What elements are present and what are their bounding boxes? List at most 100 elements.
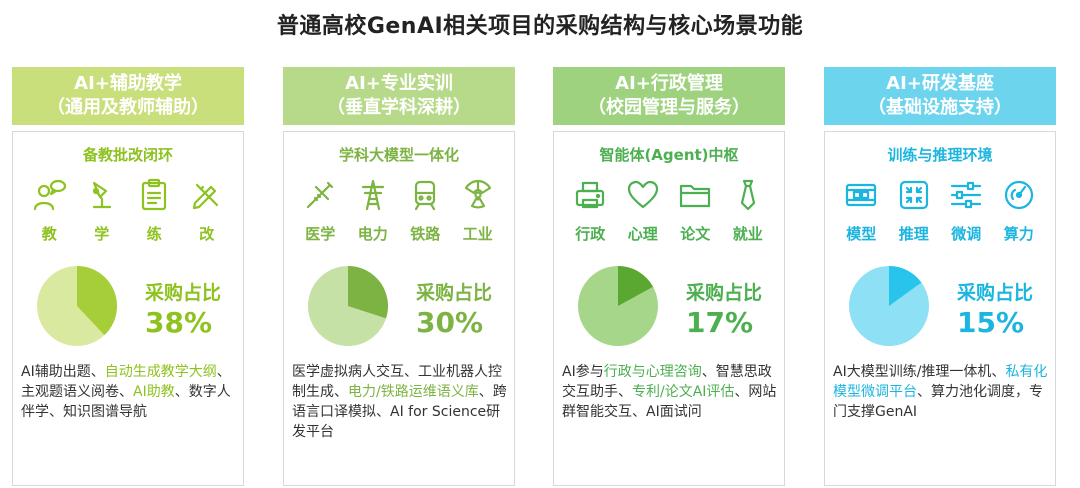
description: 医学虚拟病人交互、工业机器人控制生成、电力/铁路运维语义库、跨语言口译模拟、AI… xyxy=(292,362,508,442)
body-text: 、网站群智能交互、AI面试问 xyxy=(562,384,777,420)
power-tower-icon xyxy=(355,177,391,217)
pie-slice xyxy=(618,266,654,306)
scenario-item: 练 xyxy=(129,177,179,244)
ratio-label: 采购占比 xyxy=(957,282,1034,304)
scenario-label: 论文 xyxy=(680,225,711,243)
scenario-item: 教 xyxy=(24,177,74,244)
category-header: AI+专业实训 （垂直学科深耕） xyxy=(283,67,515,125)
description: AI辅助出题、自动生成教学大纲、主观题语义阅卷、AI助教、数字人伴学、知识图谱导… xyxy=(21,362,237,422)
scenario-label: 电力 xyxy=(357,225,388,243)
scenario-label: 推理 xyxy=(898,225,929,243)
category-card: 学科大模型一体化 医学 电力 铁路 工业 采购占比 30% 医学虚拟病人交互、工… xyxy=(283,131,515,486)
pie-slice xyxy=(77,266,117,336)
clipboard-icon xyxy=(136,177,172,217)
body-text: AI大模型训练/推理一体机、 xyxy=(833,364,1006,380)
body-text: 、智慧思政交互助手、 xyxy=(562,364,772,400)
category-header: AI+行政管理 （校园管理与服务） xyxy=(553,67,785,125)
header-line1: AI+行政管理 xyxy=(615,73,723,94)
scenario-item: 就业 xyxy=(723,177,773,244)
lamp-icon xyxy=(84,177,120,217)
header-line1: AI+专业实训 xyxy=(345,73,453,94)
scenario-label: 算力 xyxy=(1003,225,1034,243)
syringe-icon xyxy=(302,177,338,217)
highlight-text: 电力/铁路运维语义库 xyxy=(348,384,479,400)
pie-slice xyxy=(348,266,388,319)
scenario-label: 铁路 xyxy=(410,225,441,243)
ratio-label: 采购占比 xyxy=(416,282,493,304)
scenario-icons: 行政 心理 论文 就业 xyxy=(554,177,784,244)
scenario-label: 医学 xyxy=(305,225,336,243)
scenario-item: 电力 xyxy=(348,177,398,244)
card-title: 智能体(Agent)中枢 xyxy=(599,146,739,164)
highlight-text: 专利/论文AI评估 xyxy=(632,384,735,400)
scenario-label: 行政 xyxy=(575,225,606,243)
heart-icon xyxy=(625,177,661,217)
procurement-pie xyxy=(847,264,931,348)
pencil-ruler-icon xyxy=(189,177,225,217)
sliders-icon xyxy=(948,177,984,217)
category-header: AI+研发基座 （基础设施支持） xyxy=(824,67,1056,125)
scenario-label: 学 xyxy=(94,225,110,243)
category-card: 智能体(Agent)中枢 行政 心理 论文 就业 采购占比 17% AI参与 行政… xyxy=(553,131,785,486)
header-line2: （通用及教师辅助） xyxy=(47,97,209,118)
scenario-label: 改 xyxy=(199,225,215,243)
tie-icon xyxy=(730,177,766,217)
scenario-label: 教 xyxy=(41,225,57,243)
scenario-item: 模型 xyxy=(836,177,886,244)
scenario-label: 心理 xyxy=(627,225,658,243)
scenario-label: 微调 xyxy=(951,225,982,243)
category-card: 训练与推理环境 模型 推理 微调 算力 采购占比 15% AI大模型训练/推理一… xyxy=(824,131,1056,486)
scenario-item: 行政 xyxy=(565,177,615,244)
category-column: AI+辅助教学 （通用及教师辅助） 备教批改闭环 教 学 练 改 采购占比 38… xyxy=(12,67,244,486)
category-column: AI+研发基座 （基础设施支持） 训练与推理环境 模型 推理 微调 算力 采购占… xyxy=(824,67,1056,486)
highlight-text: 自动生成教学大纲 xyxy=(104,364,217,380)
scenario-item: 改 xyxy=(182,177,232,244)
scenario-label: 就业 xyxy=(732,225,763,243)
body-text: 、算力池化调度，专门支撑GenAI xyxy=(833,384,1043,420)
scenario-item: 医学 xyxy=(295,177,345,244)
scenario-item: 工业 xyxy=(453,177,503,244)
pie-slice xyxy=(889,266,922,306)
category-column: AI+行政管理 （校园管理与服务） 智能体(Agent)中枢 行政 心理 论文 … xyxy=(553,67,785,486)
scenario-item: 心理 xyxy=(618,177,668,244)
highlight-text: AI助教 xyxy=(133,384,175,400)
header-line2: （基础设施支持） xyxy=(868,97,1012,118)
description: AI大模型训练/推理一体机、私有化模型微调平台、算力池化调度，专门支撑GenAI xyxy=(833,362,1049,422)
scenario-item: 学 xyxy=(77,177,127,244)
radiation-icon xyxy=(460,177,496,217)
card-title: 备教批改闭环 xyxy=(82,146,173,164)
ratio-value: 38% xyxy=(145,306,213,339)
highlight-text: 私有化模型微调平台 xyxy=(833,364,1048,400)
body-text: 医学虚拟病人交互、工业机器人控制生成、 xyxy=(292,364,502,400)
category-card: 备教批改闭环 教 学 练 改 采购占比 38% AI辅助出题、自动生成教学大纲、… xyxy=(12,131,244,486)
folder-icon xyxy=(677,177,713,217)
ratio-value: 17% xyxy=(686,306,754,339)
category-column: AI+专业实训 （垂直学科深耕） 学科大模型一体化 医学 电力 铁路 工业 采购… xyxy=(283,67,515,486)
scenario-item: 论文 xyxy=(670,177,720,244)
procurement-pie xyxy=(35,264,119,348)
teacher-icon xyxy=(31,177,67,217)
ratio-label: 采购占比 xyxy=(686,282,763,304)
scenario-icons: 教 学 练 改 xyxy=(13,177,243,244)
scenario-label: 工业 xyxy=(462,225,493,243)
card-title: 学科大模型一体化 xyxy=(338,146,459,164)
scenario-label: 模型 xyxy=(846,225,877,243)
body-text: 、跨语言口译模拟、AI for Science研发平台 xyxy=(292,384,507,440)
header-line2: （垂直学科深耕） xyxy=(327,97,471,118)
scenario-icons: 模型 推理 微调 算力 xyxy=(825,177,1055,244)
category-header: AI+辅助教学 （通用及教师辅助） xyxy=(12,67,244,125)
ratio-value: 15% xyxy=(957,306,1025,339)
scenario-icons: 医学 电力 铁路 工业 xyxy=(284,177,514,244)
body-text: AI辅助出题、 xyxy=(21,364,105,380)
scenario-item: 算力 xyxy=(994,177,1044,244)
film-icon xyxy=(843,177,879,217)
body-text: AI参与 xyxy=(562,364,604,380)
header-line2: （校园管理与服务） xyxy=(588,97,750,118)
ratio-label: 采购占比 xyxy=(145,282,222,304)
body-text: 、数字人伴学、知识图谱导航 xyxy=(21,384,231,420)
scenario-item: 铁路 xyxy=(400,177,450,244)
page-title: 普通高校GenAI相关项目的采购结构与核心场景功能 xyxy=(276,14,804,39)
procurement-pie xyxy=(306,264,390,348)
header-line1: AI+研发基座 xyxy=(886,73,994,94)
scenario-label: 练 xyxy=(146,225,162,243)
